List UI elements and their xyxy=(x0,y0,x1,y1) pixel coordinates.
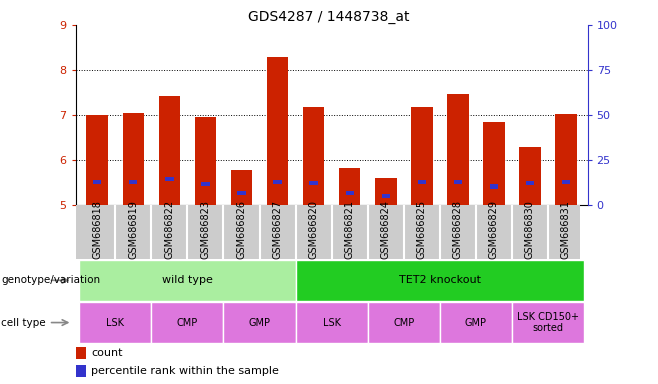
Text: GSM686827: GSM686827 xyxy=(272,200,282,259)
Bar xyxy=(195,118,216,205)
Bar xyxy=(555,114,577,205)
Bar xyxy=(382,194,390,199)
Bar xyxy=(201,182,209,186)
Bar xyxy=(295,260,584,301)
Text: GSM686828: GSM686828 xyxy=(453,200,463,259)
Bar xyxy=(418,180,426,184)
Text: genotype/variation: genotype/variation xyxy=(1,275,101,285)
Text: percentile rank within the sample: percentile rank within the sample xyxy=(91,366,279,376)
Text: GSM686818: GSM686818 xyxy=(92,200,102,259)
Bar xyxy=(339,169,361,205)
Bar xyxy=(274,180,282,184)
Text: GSM686830: GSM686830 xyxy=(525,200,535,259)
Bar xyxy=(159,96,180,205)
Bar xyxy=(345,191,354,195)
Text: GSM686831: GSM686831 xyxy=(561,200,571,259)
Bar xyxy=(411,107,432,205)
Bar xyxy=(76,347,86,359)
Bar xyxy=(309,181,318,185)
Text: GSM686826: GSM686826 xyxy=(236,200,247,259)
Bar xyxy=(303,107,324,205)
Text: LSK: LSK xyxy=(107,318,124,328)
Bar xyxy=(129,180,138,184)
Bar xyxy=(375,179,397,205)
Bar xyxy=(512,302,584,343)
Text: GSM686820: GSM686820 xyxy=(309,200,318,259)
Bar xyxy=(86,115,108,205)
Bar xyxy=(122,113,144,205)
Bar xyxy=(231,170,252,205)
Bar xyxy=(79,302,151,343)
Bar xyxy=(526,181,534,185)
Bar xyxy=(368,302,440,343)
Bar xyxy=(79,260,295,301)
Text: GMP: GMP xyxy=(249,318,270,328)
Text: LSK: LSK xyxy=(322,318,341,328)
Text: LSK CD150+
sorted: LSK CD150+ sorted xyxy=(517,312,579,333)
Bar xyxy=(266,58,288,205)
Bar xyxy=(165,177,174,181)
Bar xyxy=(238,191,245,195)
Text: GSM686822: GSM686822 xyxy=(164,200,174,259)
Text: GSM686819: GSM686819 xyxy=(128,200,138,259)
Bar xyxy=(76,365,86,376)
Text: GSM686823: GSM686823 xyxy=(201,200,211,259)
Text: GMP: GMP xyxy=(465,318,487,328)
Bar xyxy=(562,180,570,184)
Bar xyxy=(93,180,101,184)
Bar xyxy=(454,180,462,184)
Bar xyxy=(295,302,368,343)
Bar xyxy=(519,147,541,205)
Bar xyxy=(447,94,468,205)
Text: cell type: cell type xyxy=(1,318,46,328)
Text: GSM686825: GSM686825 xyxy=(417,200,427,259)
Text: GSM686824: GSM686824 xyxy=(381,200,391,259)
Bar xyxy=(440,302,512,343)
Text: count: count xyxy=(91,348,122,358)
Text: wild type: wild type xyxy=(162,275,213,285)
Text: CMP: CMP xyxy=(393,318,415,328)
Bar xyxy=(151,302,224,343)
Bar xyxy=(224,302,295,343)
Text: GSM686821: GSM686821 xyxy=(345,200,355,259)
Text: GSM686829: GSM686829 xyxy=(489,200,499,259)
Bar xyxy=(490,184,498,189)
Text: CMP: CMP xyxy=(177,318,198,328)
Text: GDS4287 / 1448738_at: GDS4287 / 1448738_at xyxy=(248,10,410,23)
Bar xyxy=(483,122,505,205)
Text: TET2 knockout: TET2 knockout xyxy=(399,275,481,285)
